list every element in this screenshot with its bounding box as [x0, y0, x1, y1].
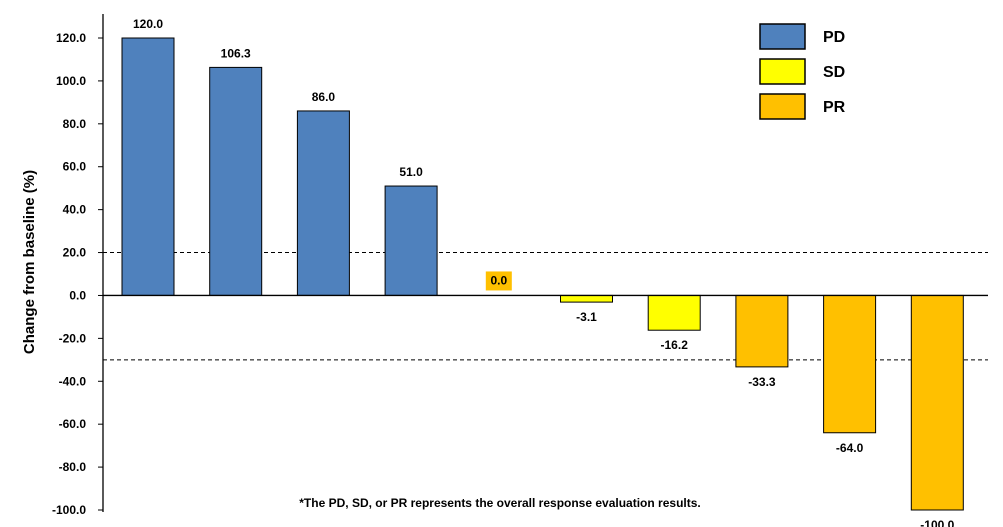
bar-7 — [647, 294, 701, 331]
data-label-3: 86.0 — [312, 90, 336, 104]
y-tick-label: 20.0 — [63, 246, 87, 260]
axes — [102, 14, 988, 512]
legend-label-pr: PR — [823, 99, 846, 116]
y-tick-label: 40.0 — [63, 203, 87, 217]
y-tick-label: -100.0 — [52, 503, 86, 517]
y-tick-label: -20.0 — [59, 331, 87, 345]
bar-3 — [296, 110, 350, 296]
y-tick-label: 120.0 — [56, 31, 86, 45]
legend-swatch-pd — [759, 23, 806, 50]
y-tick-label: -80.0 — [59, 460, 87, 474]
zero-label-background — [485, 271, 512, 291]
bars — [121, 37, 964, 511]
data-label-4: 51.0 — [399, 165, 423, 179]
data-label-5: 0.0 — [490, 273, 507, 287]
data-label-1: 120.0 — [133, 17, 163, 31]
y-tick-label: -40.0 — [59, 374, 87, 388]
footnote: *The PD, SD, or PR represents the overal… — [299, 496, 700, 510]
data-label-9: -64.0 — [836, 441, 864, 455]
data-label-10: -100.0 — [920, 518, 954, 527]
data-label-6: -3.1 — [576, 310, 597, 324]
legend-swatch-pr — [759, 93, 806, 120]
bar-2 — [209, 66, 263, 296]
legend-swatch-sd — [759, 58, 806, 85]
data-labels: 120.0 106.3 86.0 51.0 0.0 -3.1 -16.2 -33.3 -64.0… — [133, 17, 955, 527]
data-label-7: -16.2 — [661, 338, 689, 352]
legend-label-pd: PD — [823, 29, 845, 46]
y-tick-label: 60.0 — [63, 160, 87, 174]
bar-4 — [384, 185, 438, 296]
bar-6 — [560, 294, 613, 303]
legend: PD SD PR — [759, 23, 846, 120]
bar-10 — [910, 294, 964, 511]
y-tick-label: 80.0 — [63, 117, 87, 131]
y-tick-label: 0.0 — [69, 288, 86, 302]
bar-8 — [735, 294, 789, 368]
data-label-8: -33.3 — [748, 375, 776, 389]
y-axis-title: Change from baseline (%) — [21, 170, 38, 354]
data-label-2: 106.3 — [221, 46, 251, 60]
y-tick-label: -60.0 — [59, 417, 87, 431]
bar-1 — [121, 37, 175, 296]
legend-label-sd: SD — [823, 64, 845, 81]
bar-9 — [823, 294, 877, 434]
y-tick-label: 100.0 — [56, 74, 86, 88]
y-ticks: 120.0 100.0 80.0 60.0 40.0 20.0 0.0 -20.0 -40.0 -… — [52, 31, 103, 517]
